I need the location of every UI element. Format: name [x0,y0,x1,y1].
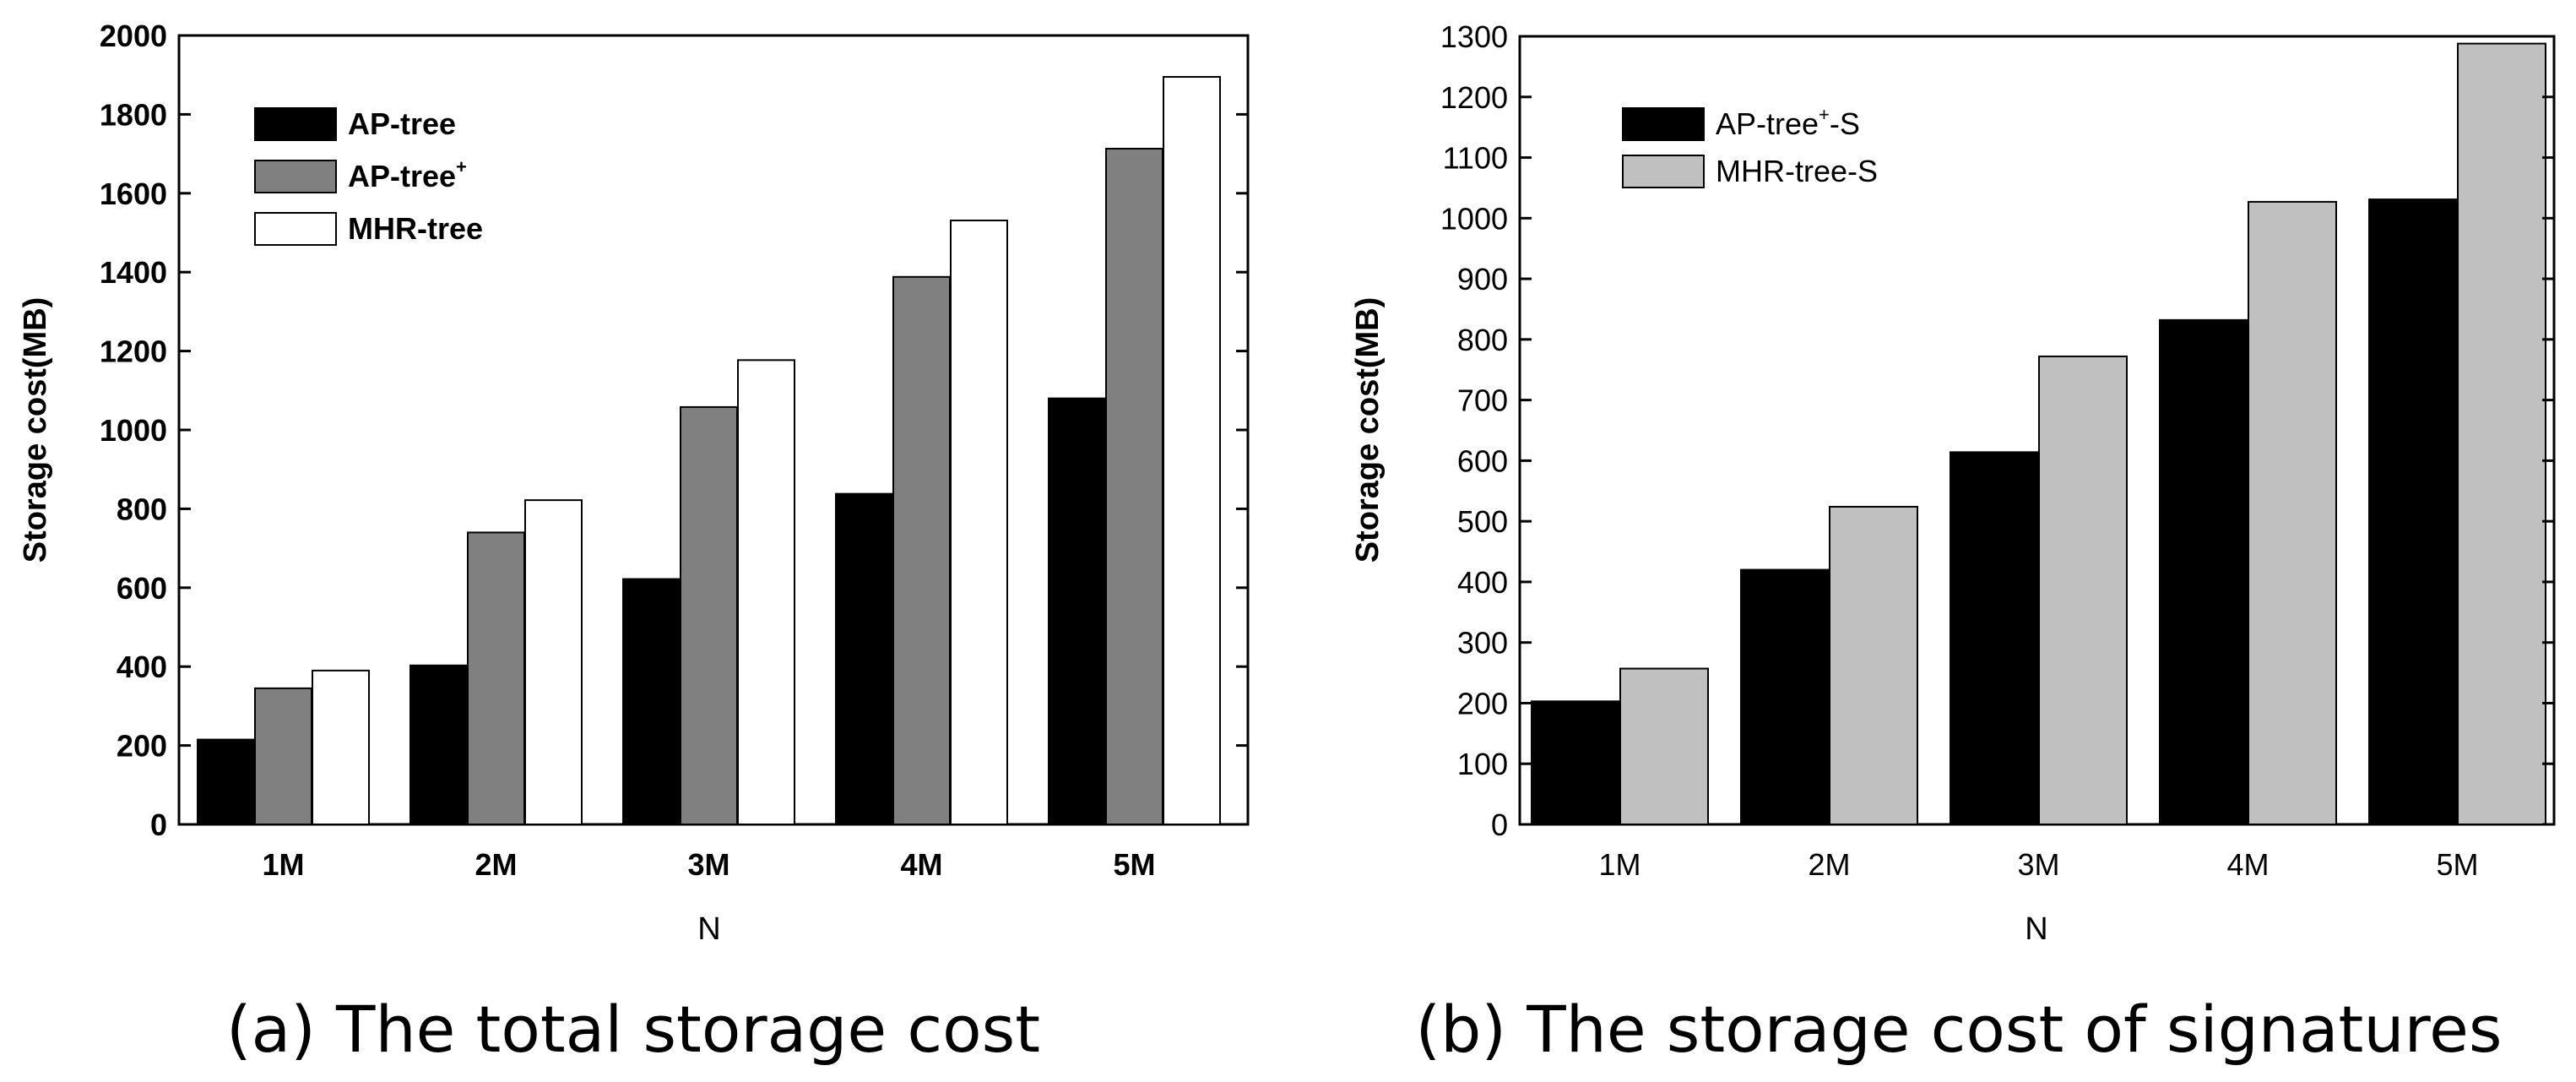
y-tick-label: 600 [117,571,167,606]
y-axis-label-a: Storage cost(MB) [18,297,53,563]
bar-3m-series-2 [2038,355,2128,825]
y-ticks-a: 0 200 400 600 800 1000 1200 1400 1600 1800 2000 [100,19,1248,842]
y-tick-label: 1400 [100,255,167,290]
y-tick-label: 700 [1457,383,1508,418]
legend-label-1: AP-tree+-S [1716,104,1860,141]
bar-5m-series-3 [1163,76,1221,826]
bar-1m-series-2 [254,687,312,826]
y-tick-label: 1200 [100,334,167,369]
bar-1m-series-3 [312,669,370,825]
bar-1m-series-1 [1531,700,1620,826]
legend-superscript: + [1819,104,1830,125]
y-tick-label: 500 [1457,504,1508,539]
bar-3m-series-2 [680,405,738,825]
caption-a: (a) The total storage cost [226,992,1040,1067]
legend-name: MHR-tree [348,211,483,246]
x-tick-label-2m: 2M [1808,847,1850,882]
legend-label-2: AP-tree+ [348,156,467,193]
x-tick-label-2m: 2M [475,847,517,882]
bar-4m-series-1 [835,492,893,825]
legend-swatch-2 [254,160,337,193]
x-tick-label-4m: 4M [900,847,942,882]
bar-1m-series-1 [197,738,255,825]
y-tick-label: 1200 [1440,80,1508,115]
x-tick-label-5m: 5M [2436,847,2478,882]
bars-b [1531,42,2546,826]
legend-name: MHR-tree-S [1716,154,1878,188]
y-tick-label: 600 [1457,443,1508,478]
bars-a [197,76,1221,826]
y-tick-label: 300 [1457,626,1508,661]
legend-b: AP-tree+-S MHR-tree-S [1622,104,1878,188]
y-tick-label: 1100 [1443,141,1508,176]
y-tick-label: 1000 [1440,201,1508,236]
y-tick-label: 1800 [100,97,167,132]
legend-name: AP-tree [348,159,456,193]
legend-swatch-3 [254,212,337,246]
legend-suffix: -S [1830,106,1860,141]
bar-5m-series-2 [2457,42,2546,826]
legend-swatch-1 [254,107,337,141]
y-tick-label: 200 [117,729,167,764]
y-ticks-b: 0 100 200 300 400 500 600 700 800 900 1000 1100 1200… [1440,19,2554,842]
bar-5m-series-1 [2368,198,2458,826]
y-tick-label: 0 [150,807,167,842]
bar-2m-series-1 [1740,568,1830,825]
legend-name: AP-tree [348,106,456,141]
x-tick-label-3m: 3M [687,847,729,882]
y-tick-label: 1300 [1440,19,1508,54]
bar-4m-series-1 [2159,318,2248,825]
bar-5m-series-2 [1105,148,1163,826]
y-tick-label: 0 [1491,807,1508,842]
y-tick-label: 2000 [100,19,167,53]
x-tick-label-5m: 5M [1113,847,1155,882]
bar-3m-series-1 [622,578,681,825]
bar-4m-series-2 [2248,200,2337,825]
x-tick-label-1m: 1M [262,847,304,882]
bar-4m-series-2 [892,275,951,825]
caption-b: (b) The storage cost of signatures [1416,992,2503,1067]
chart-a: 0 200 400 600 800 1000 1200 1400 1600 1800 2000 1M… [18,19,1250,1067]
bar-5m-series-1 [1048,397,1106,825]
legend-swatch-1 [1622,107,1705,141]
y-tick-label: 1000 [100,413,167,448]
y-tick-label: 800 [1457,323,1508,357]
x-axis-label-b: N [2025,911,2047,947]
legend-label-1: AP-tree [348,106,456,141]
bar-2m-series-2 [467,531,525,825]
y-tick-label: 400 [1457,565,1508,600]
legend-label-2: MHR-tree-S [1716,154,1878,188]
y-tick-label: 100 [1457,747,1508,781]
chart-b: 0 100 200 300 400 500 600 700 800 900 1000 1100 1200… [1350,19,2556,1067]
bar-3m-series-3 [737,359,795,825]
y-tick-label: 1600 [100,177,167,211]
bar-4m-series-3 [950,220,1008,825]
bar-2m-series-1 [409,664,468,826]
bar-2m-series-2 [1829,505,1918,826]
x-tick-label-3m: 3M [2017,847,2059,882]
y-tick-label: 800 [117,492,167,526]
y-tick-label: 400 [117,650,167,684]
x-ticks-b: 1M 2M 3M 4M 5M [1598,847,2478,882]
x-tick-label-1m: 1M [1598,847,1641,882]
legend-swatch-2 [1622,155,1705,188]
legend-name: AP-tree [1716,106,1819,141]
bar-1m-series-2 [1619,667,1709,826]
x-ticks-a: 1M 2M 3M 4M 5M [262,847,1155,882]
legend-superscript: + [456,156,467,177]
y-axis-label-b: Storage cost(MB) [1350,297,1386,563]
bar-3m-series-1 [1950,451,2039,825]
x-axis-label-a: N [697,911,720,947]
y-tick-label: 900 [1457,262,1508,296]
y-tick-label: 200 [1457,686,1508,720]
bar-2m-series-3 [524,499,583,825]
legend-label-3: MHR-tree [348,211,483,246]
x-tick-label-4m: 4M [2226,847,2269,882]
